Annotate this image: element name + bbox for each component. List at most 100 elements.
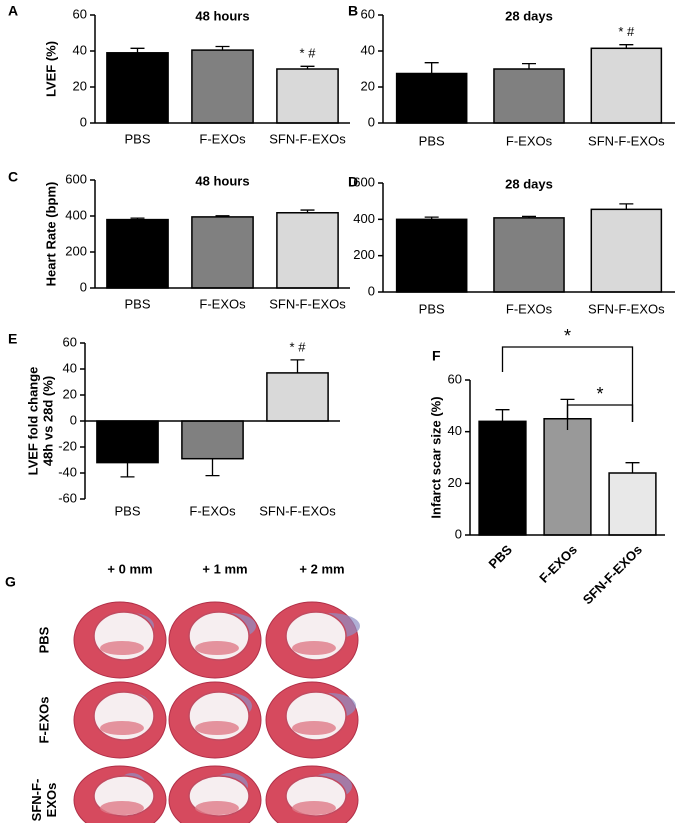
bar <box>493 68 565 124</box>
column-label: + 1 mm <box>202 561 247 576</box>
error-bar <box>205 458 220 477</box>
x-tick-label: SFN-F-EXOs <box>588 133 665 148</box>
error-bar <box>625 462 640 473</box>
x-tick-label: F-EXOs <box>536 542 580 586</box>
significance-marker: * <box>596 384 603 404</box>
tissue-fold <box>100 801 144 815</box>
error-bar <box>522 62 536 69</box>
row-label: F-EXOs <box>36 697 51 744</box>
y-tick-label: 600 <box>353 174 375 189</box>
bar <box>191 216 254 289</box>
tissue-fold <box>292 721 336 735</box>
y-tick-label: -20 <box>58 438 77 453</box>
chart-title: 28 days <box>505 8 553 23</box>
bar <box>276 68 339 124</box>
y-tick-label: 20 <box>63 386 77 401</box>
bar <box>543 418 592 536</box>
y-tick-label: 400 <box>65 207 87 222</box>
error-bar <box>619 203 634 210</box>
y-tick-label: 200 <box>353 247 375 262</box>
x-tick-label: PBS <box>419 133 445 148</box>
x-tick-label: PBS <box>419 301 445 316</box>
bar <box>478 420 527 536</box>
tissue-fold <box>100 721 144 735</box>
row-label: SFN-F- <box>29 779 44 822</box>
bar <box>608 472 657 536</box>
y-tick-label: 200 <box>65 243 87 258</box>
y-axis-label: Heart Rate (bpm) <box>43 182 58 287</box>
y-tick-label: 20 <box>361 78 375 93</box>
x-tick-label: PBS <box>114 503 140 518</box>
bar <box>590 208 663 293</box>
x-tick-label: F-EXOs <box>189 503 236 518</box>
panel-label: D <box>348 174 358 190</box>
column-label: + 2 mm <box>299 561 344 576</box>
y-axis-label: LVEF fold change <box>25 367 40 476</box>
tissue-fold <box>195 801 239 815</box>
chart-title: 48 hours <box>195 8 249 23</box>
error-bar <box>120 462 135 478</box>
x-tick-label: SFN-F-EXOs <box>588 301 665 316</box>
y-axis-label: Infarct scar size (%) <box>428 396 443 518</box>
row-label: EXOs <box>44 783 59 818</box>
y-tick-label: 40 <box>63 360 77 375</box>
x-tick-label: SFN-F-EXOs <box>269 296 346 311</box>
error-bar <box>619 44 634 49</box>
y-tick-label: 60 <box>73 6 87 21</box>
tissue-fold <box>195 641 239 655</box>
panel-label: A <box>8 3 18 19</box>
bar <box>266 372 329 422</box>
error-bar <box>215 45 230 51</box>
bar <box>96 420 159 464</box>
y-tick-label: -60 <box>58 490 77 505</box>
significance-marker: * <box>564 326 571 346</box>
bar <box>395 72 468 124</box>
y-tick-label: -40 <box>58 464 77 479</box>
bar <box>181 420 244 460</box>
annotation: * # <box>618 24 635 39</box>
x-tick-label: F-EXOs <box>506 133 553 148</box>
error-bar <box>522 215 536 218</box>
panel-label: E <box>8 331 17 347</box>
error-bar <box>215 215 230 217</box>
panel-label: G <box>5 574 16 590</box>
y-tick-label: 60 <box>361 6 375 21</box>
annotation: * # <box>290 339 307 354</box>
error-bar <box>424 62 439 74</box>
significance-bracket <box>501 346 634 422</box>
x-tick-label: F-EXOs <box>506 301 553 316</box>
y-tick-label: 0 <box>368 283 375 298</box>
annotation: * # <box>300 46 317 61</box>
column-label: + 0 mm <box>107 561 152 576</box>
y-axis-label: 48h vs 28d (%) <box>40 376 55 466</box>
bar <box>106 52 169 124</box>
x-tick-label: SFN-F-EXOs <box>580 542 645 607</box>
x-tick-label: PBS <box>124 131 150 146</box>
y-tick-label: 600 <box>65 171 87 186</box>
y-tick-label: 40 <box>448 423 462 438</box>
y-tick-label: 0 <box>80 279 87 294</box>
x-tick-label: PBS <box>486 542 516 572</box>
error-bar <box>130 217 145 220</box>
x-tick-label: F-EXOs <box>199 296 246 311</box>
x-tick-label: SFN-F-EXOs <box>259 503 336 518</box>
y-tick-label: 0 <box>70 412 77 427</box>
panel-label: F <box>432 348 441 364</box>
row-label: PBS <box>36 626 51 653</box>
x-tick-label: PBS <box>124 296 150 311</box>
chart-title: 28 days <box>505 176 553 191</box>
y-tick-label: 400 <box>353 211 375 226</box>
y-tick-label: 60 <box>63 334 77 349</box>
y-tick-label: 40 <box>73 42 87 57</box>
error-bar <box>495 409 510 422</box>
error-bar <box>130 47 145 53</box>
bar <box>106 218 169 289</box>
error-bar <box>424 216 439 220</box>
chart-title: 48 hours <box>195 173 249 188</box>
significance-bracket <box>566 404 634 430</box>
y-axis-label: LVEF (%) <box>43 41 58 97</box>
panel-label: B <box>348 3 358 19</box>
error-bar <box>300 65 315 69</box>
bar <box>395 218 468 293</box>
